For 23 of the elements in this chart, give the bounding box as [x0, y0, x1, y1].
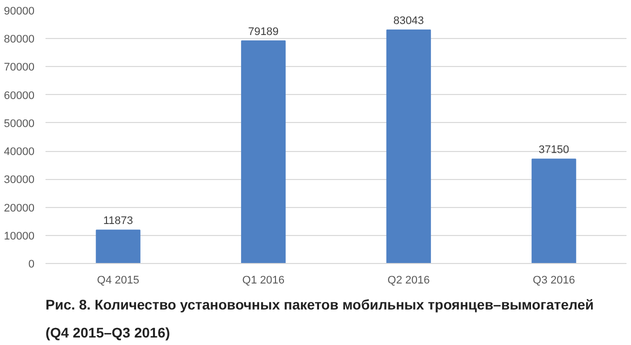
y-tick-label: 50000 [4, 118, 35, 130]
data-label: 83043 [393, 15, 424, 28]
bar [386, 30, 431, 264]
data-label: 11873 [103, 215, 134, 228]
x-tick-label: Q4 2015 [97, 274, 140, 286]
y-tick-label: 80000 [4, 34, 35, 46]
y-tick-label: 60000 [4, 90, 35, 102]
y-tick-label: 90000 [4, 6, 35, 18]
y-tick-label: 40000 [4, 146, 35, 158]
bar [241, 40, 286, 264]
y-tick-label: 10000 [4, 230, 35, 242]
y-tick-label: 20000 [4, 202, 35, 214]
x-tick-label: Q3 2016 [532, 274, 575, 286]
bar [96, 230, 140, 264]
bar [532, 158, 576, 264]
y-tick-label: 0 [28, 258, 35, 270]
data-label: 37150 [538, 144, 570, 156]
x-tick-label: Q2 2016 [388, 274, 430, 286]
y-tick-label: 70000 [4, 62, 35, 74]
text: Рис. 8. Количество установочных пакетов мобильных троянцев–вымогателей (Q4 2015–Q3 2016) [46, 296, 594, 340]
data-label: 79189 [248, 26, 279, 38]
y-tick-label: 30000 [4, 174, 35, 186]
x-tick-label: Q1 2016 [242, 274, 284, 286]
